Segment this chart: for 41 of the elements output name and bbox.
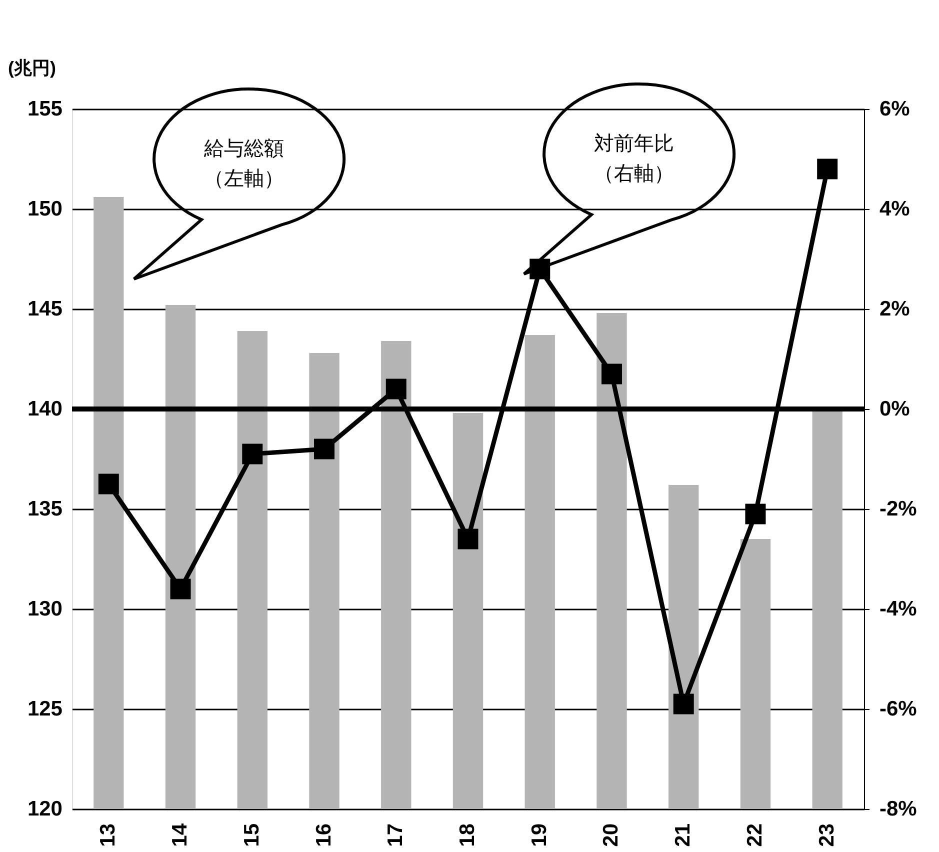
y2-tick-label: -4% (880, 598, 918, 620)
point (98, 474, 119, 494)
point (386, 378, 406, 400)
y2-tick-label: 4% (880, 198, 910, 220)
y2-tick-label: 2% (880, 298, 910, 320)
point (242, 444, 263, 464)
y2-tick-label: 0% (880, 398, 910, 420)
y-tick-label: 155 (27, 98, 63, 120)
x-tick-label: 22 (743, 824, 766, 847)
y-tick-label: 125 (27, 698, 63, 720)
x-tick-label: 20 (600, 824, 623, 847)
y2-tick-label: -6% (880, 698, 918, 720)
x-tick-label: 14 (168, 823, 192, 847)
point (601, 364, 622, 384)
y-axis-title: (兆円) (8, 58, 56, 78)
y-tick-label: 130 (27, 598, 62, 620)
x-tick-label: 19 (528, 824, 551, 847)
annotation: 給与総額（左軸） (203, 138, 284, 190)
annotation: 対前年比（右軸） (594, 133, 674, 185)
y2-tick-label: -2% (880, 498, 918, 520)
y-tick-label: 150 (27, 198, 62, 220)
point (314, 438, 335, 460)
y-tick-label: 120 (27, 798, 62, 820)
y2-tick-label: -8% (880, 798, 918, 820)
y-tick-label: 140 (27, 398, 62, 420)
x-tick-label: 21 (672, 823, 695, 847)
point (458, 528, 478, 550)
y-tick-label: 135 (27, 498, 63, 520)
x-tick-label: 16 (312, 824, 336, 847)
point (673, 694, 694, 714)
x-tick-label: 13 (96, 824, 120, 847)
point (745, 504, 766, 524)
point (530, 258, 550, 280)
point (170, 578, 191, 600)
x-tick-label: 15 (240, 823, 264, 847)
x-tick-label: 18 (456, 823, 479, 847)
point (817, 158, 838, 180)
x-tick-label: 23 (815, 824, 838, 847)
y-tick-label: 145 (27, 298, 63, 320)
x-tick-label: 17 (384, 824, 408, 847)
y2-tick-label: 6% (880, 98, 910, 120)
